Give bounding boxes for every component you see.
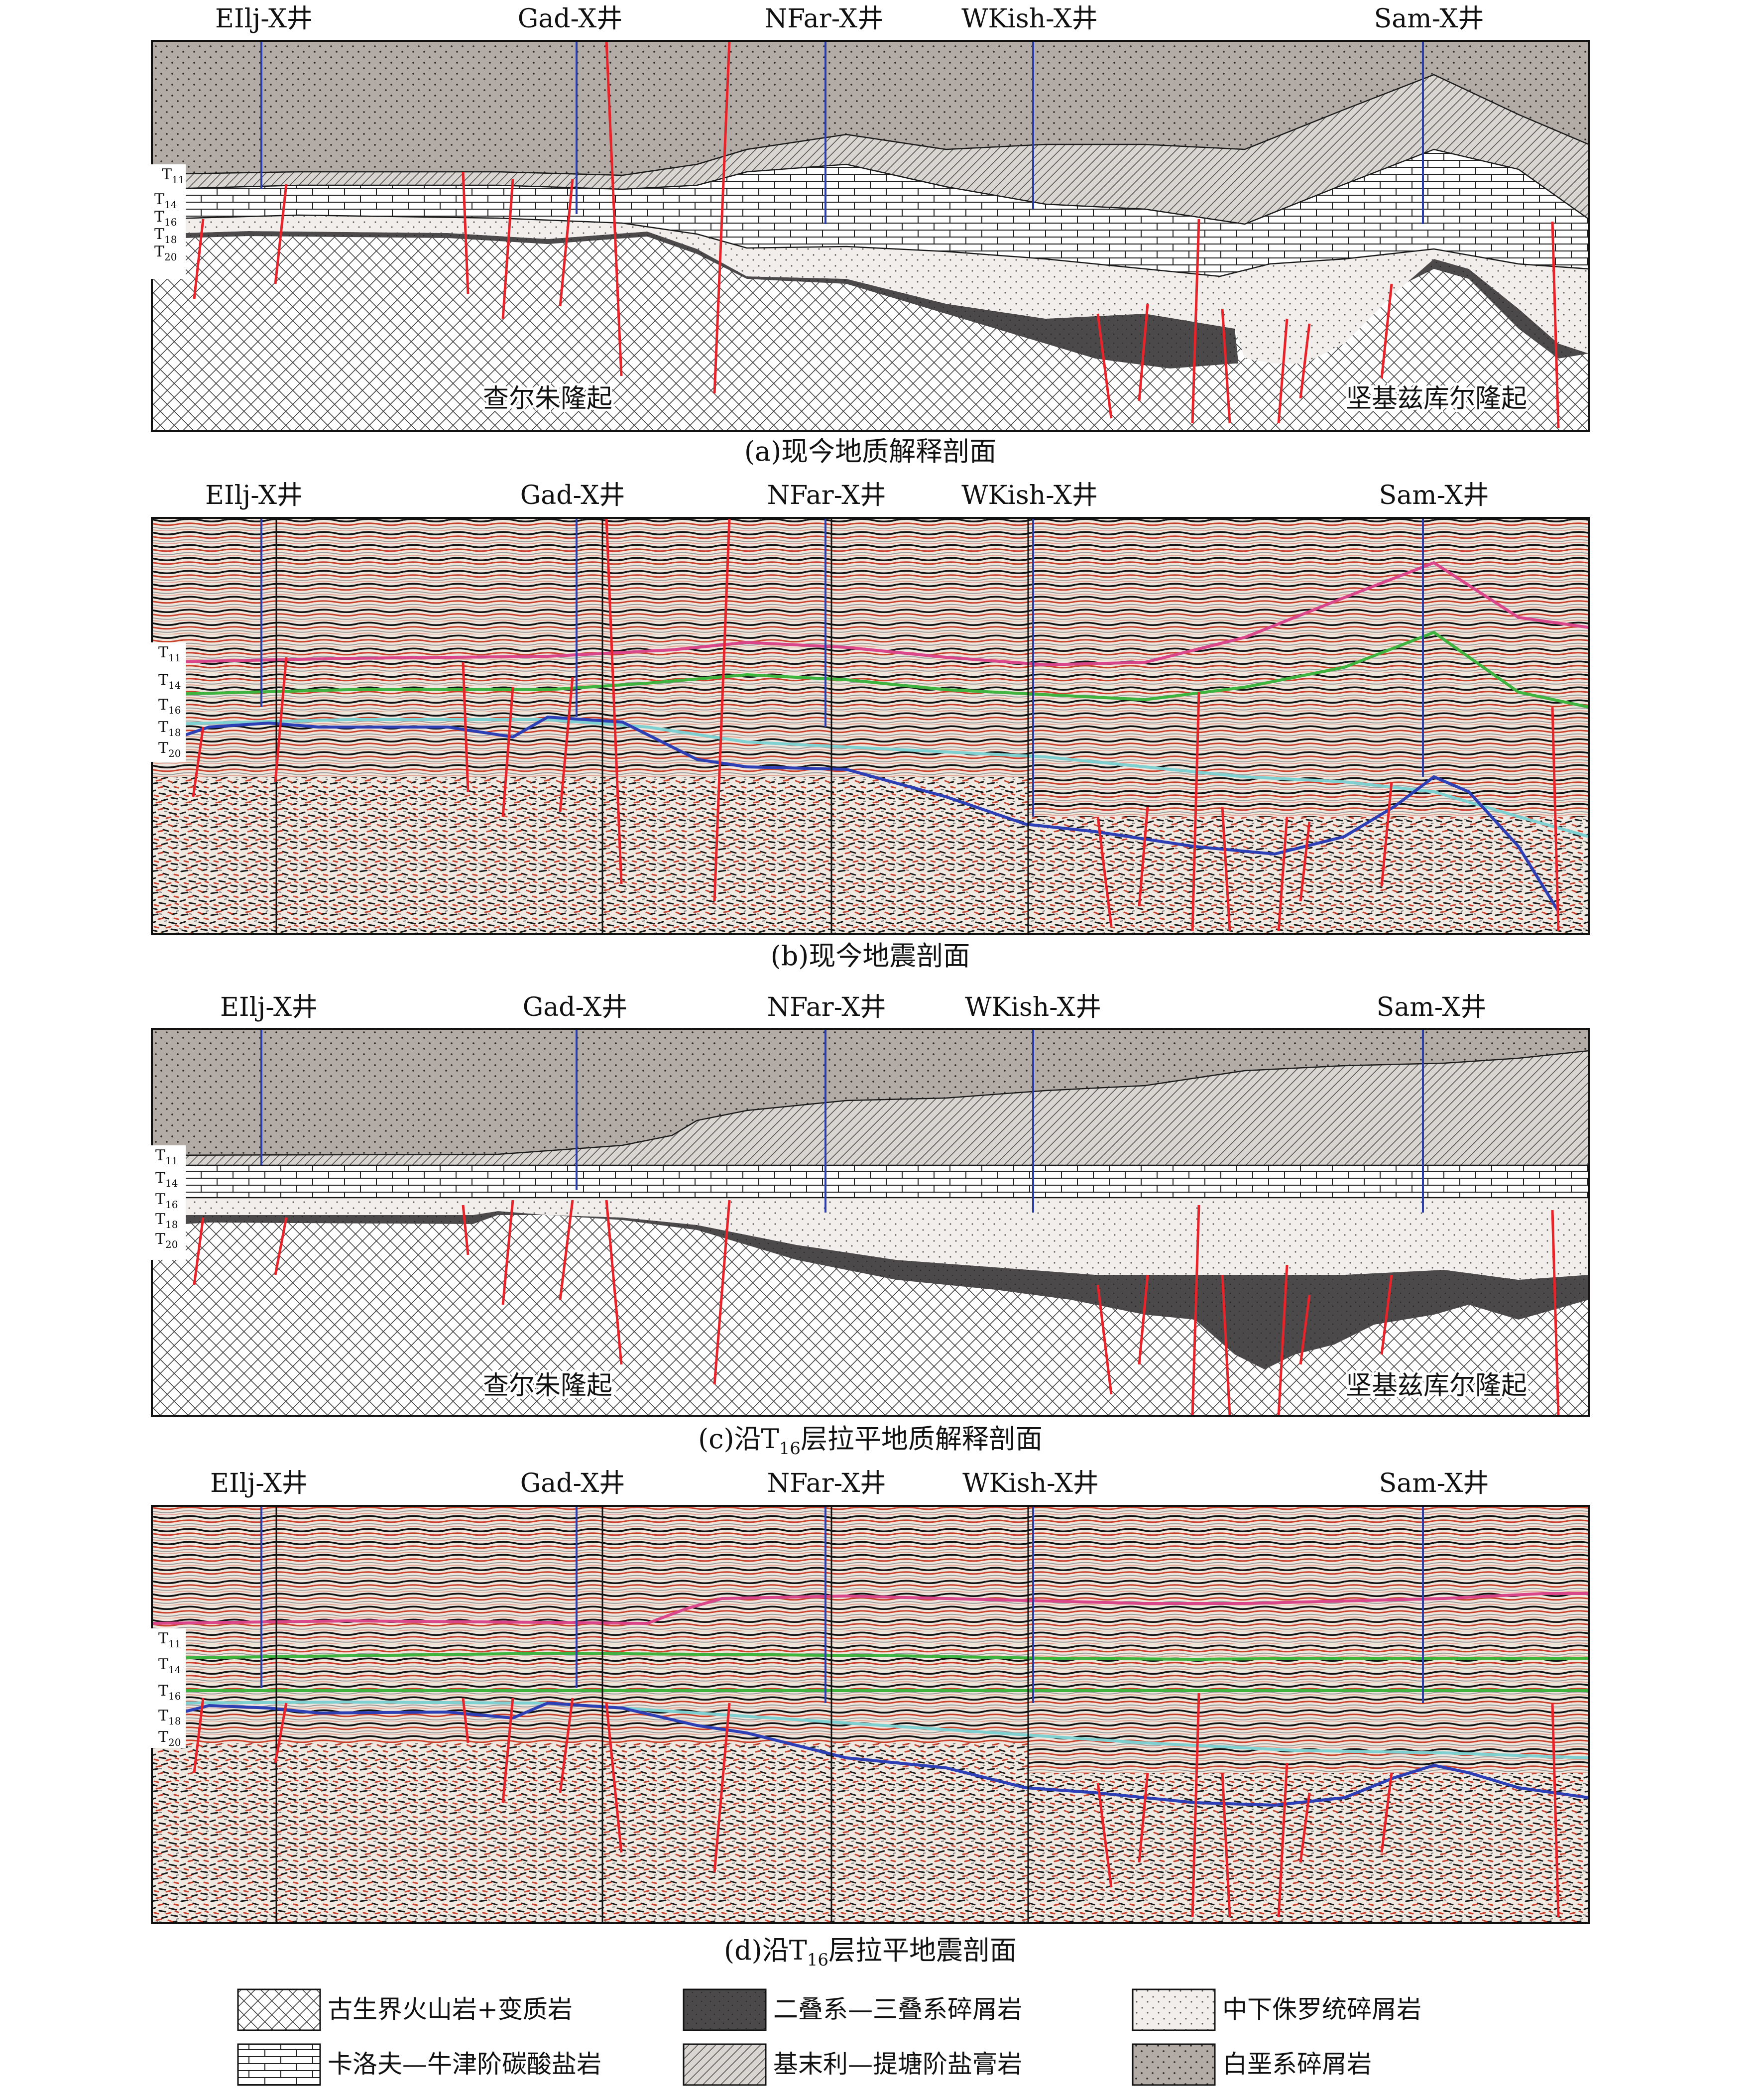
panel-d: T11 T14 T16 T18 T20 EIlj-X井 Gad-X井 NFar-…	[151, 1469, 1590, 1970]
well-label-wkish-d: WKish-X井	[962, 1469, 1099, 1498]
basement-c	[152, 1215, 1589, 1416]
svg-text:T14: T14	[158, 671, 181, 691]
well-label-nfar-d: NFar-X井	[767, 1469, 886, 1498]
svg-text:T16: T16	[154, 208, 177, 228]
svg-text:T18: T18	[155, 1211, 178, 1230]
carbonate-c	[152, 1165, 1589, 1198]
wells-d	[260, 1506, 1424, 1703]
svg-text:T16: T16	[158, 1682, 181, 1702]
well-label-nfar: NFar-X井	[765, 4, 884, 34]
svg-text:T20: T20	[155, 1230, 178, 1250]
well-label-wkish: WKish-X井	[961, 4, 1098, 34]
horizon-labels-c: T11 T14 T16 T18 T20	[151, 1145, 186, 1260]
legend-item-cretaceous-clastic: 白垩系碎屑岩	[1132, 2043, 1372, 2086]
well-label-nfar-b: NFar-X井	[767, 481, 886, 510]
cretaceous-a	[152, 41, 1589, 175]
horizon-labels-a: T11 T14 T16 T18 T20	[151, 164, 186, 279]
well-label-ellj: EIlj-X井	[215, 4, 313, 34]
svg-text:T11: T11	[158, 1630, 181, 1650]
svg-text:白垩系碎屑岩: 白垩系碎屑岩	[1222, 2050, 1372, 2079]
cretaceous-c	[152, 1029, 1589, 1155]
uplift-label-chaerzhu-a: 查尔朱隆起	[483, 384, 612, 414]
well-label-ellj-c: EIlj-X井	[220, 992, 318, 1022]
well-label-sam-c: Sam-X井	[1377, 992, 1487, 1022]
svg-text:T14: T14	[154, 191, 177, 211]
carbonate-a	[152, 149, 1589, 276]
jurassic-clastic-a	[152, 215, 1589, 364]
horizon-labels-d: T11 T14 T16 T18 T20	[151, 1628, 186, 1748]
wells-b	[260, 518, 1424, 817]
horizon-labels-b: T11 T14 T16 T18 T20	[151, 642, 186, 762]
panel-c: 查尔朱隆起 坚基兹库尔隆起 T11 T14 T16 T18 T20 EIlj-X…	[151, 992, 1590, 1459]
well-label-nfar-c: NFar-X井	[767, 992, 886, 1022]
faults-a	[193, 41, 1560, 429]
svg-text:T18: T18	[158, 1707, 181, 1727]
caption-a: (a)现今地质解释剖面	[744, 436, 996, 467]
panel-b: T11 T14 T16 T18 T20 EIlj-X井 Gad-X井 NFar-…	[151, 481, 1590, 972]
well-label-gad: Gad-X井	[518, 4, 623, 34]
caption-c: (c)沿T16层拉平地质解释剖面	[698, 1423, 1043, 1459]
salt-c	[152, 1051, 1589, 1165]
well-label-sam-d: Sam-X井	[1379, 1469, 1489, 1498]
uplift-label-jianjizi-a: 坚基兹库尔隆起	[1346, 384, 1527, 414]
svg-text:T11: T11	[158, 644, 181, 664]
salt-a	[152, 75, 1589, 224]
svg-text:卡洛夫—牛津阶碳酸盐岩: 卡洛夫—牛津阶碳酸盐岩	[328, 2050, 601, 2079]
wells-a	[260, 41, 1424, 224]
well-label-sam-b: Sam-X井	[1379, 481, 1489, 510]
well-label-gad-c: Gad-X井	[523, 992, 628, 1022]
well-label-gad-b: Gad-X井	[520, 481, 625, 510]
well-label-gad-d: Gad-X井	[520, 1469, 625, 1498]
well-label-ellj-b: EIlj-X井	[205, 481, 303, 510]
svg-text:T20: T20	[154, 243, 177, 263]
svg-text:T16: T16	[158, 696, 181, 716]
uplift-label-jianjizi-c: 坚基兹库尔隆起	[1346, 1371, 1527, 1401]
wells-c	[260, 1029, 1424, 1213]
legend-item-permian-triassic: 二叠系—三叠系碎屑岩	[683, 1988, 1022, 2031]
svg-text:T11: T11	[162, 166, 184, 186]
svg-text:T20: T20	[158, 1728, 181, 1748]
well-label-wkish-c: WKish-X井	[965, 992, 1101, 1022]
well-label-sam: Sam-X井	[1374, 4, 1484, 34]
svg-text:古生界火山岩+变质岩: 古生界火山岩+变质岩	[328, 1995, 573, 2024]
legend-item-carbonate: 卡洛夫—牛津阶碳酸盐岩	[237, 2043, 601, 2086]
legend-item-volcanic-metamorphic: 古生界火山岩+变质岩	[237, 1988, 573, 2031]
svg-text:T20: T20	[158, 739, 181, 759]
svg-text:基末利—提塘阶盐膏岩: 基末利—提塘阶盐膏岩	[773, 2050, 1022, 2079]
faults-c	[193, 1200, 1560, 1416]
svg-text:二叠系—三叠系碎屑岩: 二叠系—三叠系碎屑岩	[773, 1995, 1022, 2024]
faults-d	[193, 1693, 1560, 1918]
svg-text:T14: T14	[158, 1656, 181, 1676]
basement-a	[152, 236, 1589, 431]
svg-text:T11: T11	[155, 1147, 178, 1167]
panel-a: 查尔朱隆起 坚基兹库尔隆起 T11 T14 T16 T18 T20 EIlj-X…	[151, 4, 1590, 467]
svg-text:T18: T18	[154, 226, 177, 246]
caption-b: (b)现今地震剖面	[771, 940, 970, 972]
faults-b	[192, 518, 1560, 932]
svg-text:中下侏罗统碎屑岩: 中下侏罗统碎屑岩	[1222, 1995, 1421, 2024]
well-label-ellj-d: EIlj-X井	[210, 1469, 308, 1498]
svg-text:T18: T18	[158, 719, 181, 738]
legend: 古生界火山岩+变质岩 二叠系—三叠系碎屑岩 中下侏罗统碎屑岩 卡洛夫—牛津阶碳酸…	[237, 1988, 1421, 2086]
legend-item-jurassic-clastic: 中下侏罗统碎屑岩	[1132, 1988, 1421, 2031]
caption-d: (d)沿T16层拉平地震剖面	[724, 1935, 1017, 1970]
svg-text:T14: T14	[155, 1169, 178, 1189]
well-labels-a: EIlj-X井 Gad-X井 NFar-X井 WKish-X井 Sam-X井	[215, 4, 1484, 34]
well-label-wkish-b: WKish-X井	[961, 481, 1098, 510]
svg-text:T16: T16	[155, 1191, 178, 1211]
jurassic-clastic-c	[152, 1198, 1589, 1280]
legend-item-salt-gypsum: 基末利—提塘阶盐膏岩	[683, 2043, 1022, 2086]
uplift-label-chaerzhu-c: 查尔朱隆起	[483, 1371, 612, 1401]
